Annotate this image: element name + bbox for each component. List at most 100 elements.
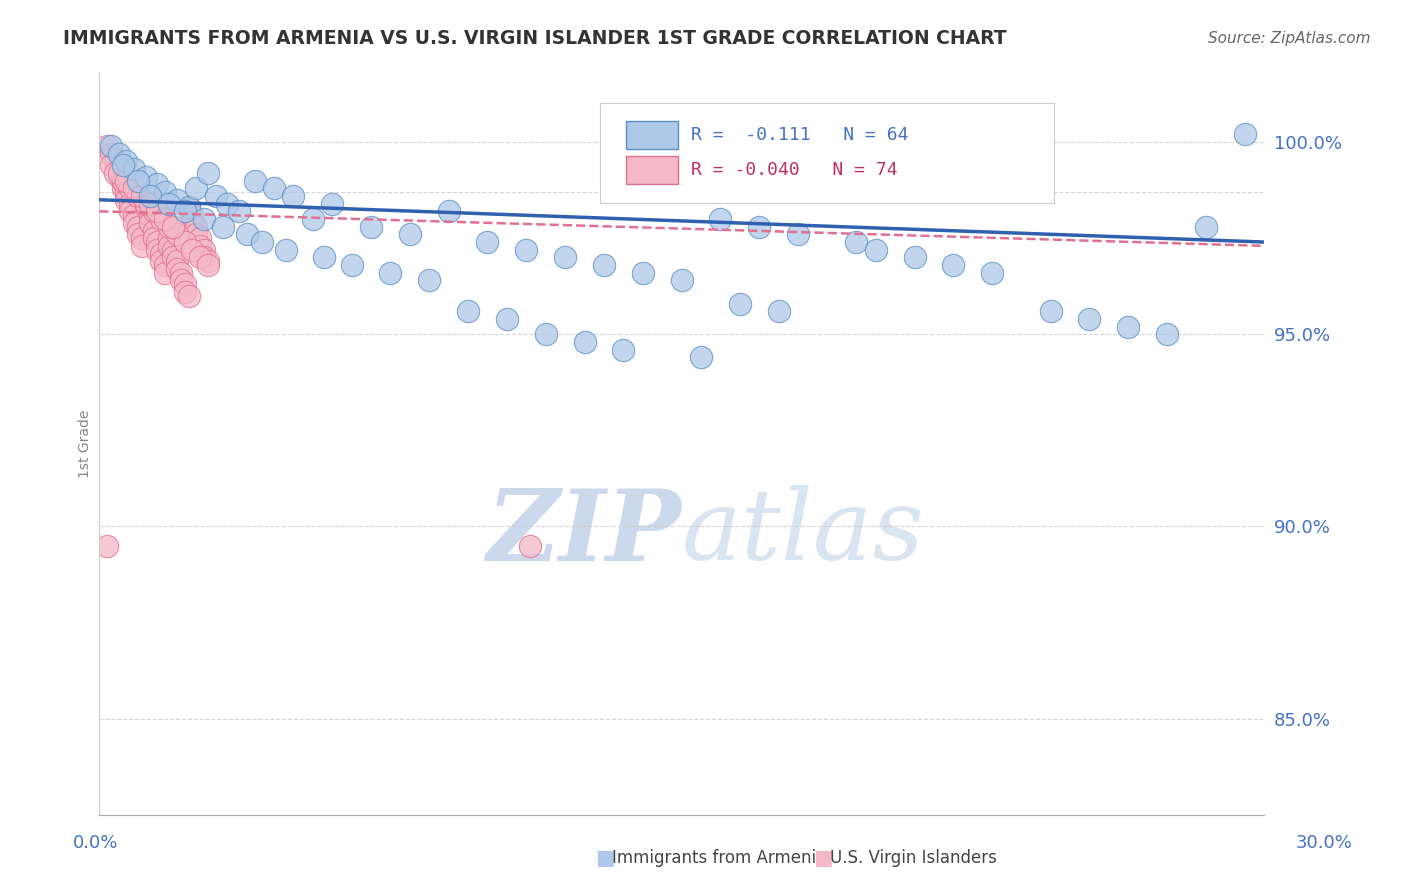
- Point: [111, 173, 134, 187]
- Point: [340, 258, 363, 272]
- Point: [173, 235, 195, 249]
- Point: [845, 235, 868, 249]
- Point: [127, 189, 149, 203]
- Point: [166, 254, 188, 268]
- Point: [236, 227, 259, 242]
- Point: [1156, 327, 1178, 342]
- Point: [321, 196, 343, 211]
- Point: [166, 193, 188, 207]
- Y-axis label: 1st Grade: 1st Grade: [79, 409, 93, 478]
- Point: [631, 266, 654, 280]
- Point: [135, 193, 157, 207]
- Point: [496, 312, 519, 326]
- Point: [162, 243, 184, 257]
- Point: [709, 212, 731, 227]
- Text: atlas: atlas: [682, 485, 924, 581]
- Point: [122, 216, 145, 230]
- Point: [115, 154, 138, 169]
- Point: [131, 231, 153, 245]
- Point: [437, 204, 460, 219]
- Point: [787, 227, 810, 242]
- Point: [104, 166, 127, 180]
- Point: [107, 162, 129, 177]
- Point: [904, 251, 927, 265]
- FancyBboxPatch shape: [600, 103, 1054, 202]
- Text: 30.0%: 30.0%: [1296, 834, 1353, 852]
- Point: [157, 196, 180, 211]
- Point: [138, 208, 160, 222]
- Point: [122, 181, 145, 195]
- Point: [111, 158, 134, 172]
- Point: [115, 185, 138, 199]
- Point: [1078, 312, 1101, 326]
- Point: [100, 146, 122, 161]
- Point: [283, 189, 305, 203]
- Point: [212, 219, 235, 234]
- Point: [671, 273, 693, 287]
- Point: [181, 208, 204, 222]
- Point: [188, 239, 211, 253]
- Text: ZIP: ZIP: [486, 484, 682, 581]
- Point: [120, 204, 142, 219]
- Point: [612, 343, 634, 357]
- Point: [457, 304, 479, 318]
- Point: [188, 251, 211, 265]
- Point: [150, 246, 173, 260]
- Point: [155, 185, 177, 199]
- Text: R = -0.040   N = 74: R = -0.040 N = 74: [690, 161, 897, 179]
- Point: [197, 254, 219, 268]
- Point: [204, 189, 226, 203]
- Point: [515, 243, 537, 257]
- Point: [166, 227, 188, 242]
- Point: [1116, 319, 1139, 334]
- Point: [217, 196, 239, 211]
- Point: [155, 258, 177, 272]
- Point: [768, 304, 790, 318]
- Point: [173, 204, 195, 219]
- Point: [173, 285, 195, 299]
- Point: [188, 231, 211, 245]
- Point: [574, 334, 596, 349]
- Point: [150, 212, 173, 227]
- Point: [186, 219, 208, 234]
- Point: [748, 219, 770, 234]
- Point: [104, 154, 127, 169]
- Point: [865, 243, 887, 257]
- Point: [181, 243, 204, 257]
- Point: [107, 146, 129, 161]
- Text: ■: ■: [595, 848, 614, 868]
- Point: [173, 277, 195, 292]
- Text: R =  -0.111   N = 64: R = -0.111 N = 64: [690, 127, 908, 145]
- Point: [193, 212, 215, 227]
- Point: [107, 166, 129, 180]
- Text: 0.0%: 0.0%: [73, 834, 118, 852]
- Point: [138, 189, 160, 203]
- Point: [157, 239, 180, 253]
- Point: [197, 166, 219, 180]
- Point: [127, 173, 149, 187]
- Point: [728, 296, 751, 310]
- Point: [100, 139, 122, 153]
- Point: [162, 251, 184, 265]
- Text: U.S. Virgin Islanders: U.S. Virgin Islanders: [830, 849, 997, 867]
- Point: [120, 196, 142, 211]
- FancyBboxPatch shape: [626, 156, 678, 185]
- Point: [554, 251, 576, 265]
- Point: [155, 212, 177, 227]
- Point: [107, 169, 129, 184]
- Point: [135, 196, 157, 211]
- Point: [111, 181, 134, 195]
- Point: [96, 139, 118, 153]
- Point: [146, 235, 169, 249]
- Point: [243, 173, 266, 187]
- Point: [519, 539, 541, 553]
- Point: [122, 162, 145, 177]
- Point: [186, 181, 208, 195]
- Point: [1195, 219, 1218, 234]
- Point: [252, 235, 274, 249]
- Point: [181, 216, 204, 230]
- Point: [146, 243, 169, 257]
- Text: Immigrants from Armenia: Immigrants from Armenia: [612, 849, 825, 867]
- Point: [263, 181, 285, 195]
- Point: [193, 243, 215, 257]
